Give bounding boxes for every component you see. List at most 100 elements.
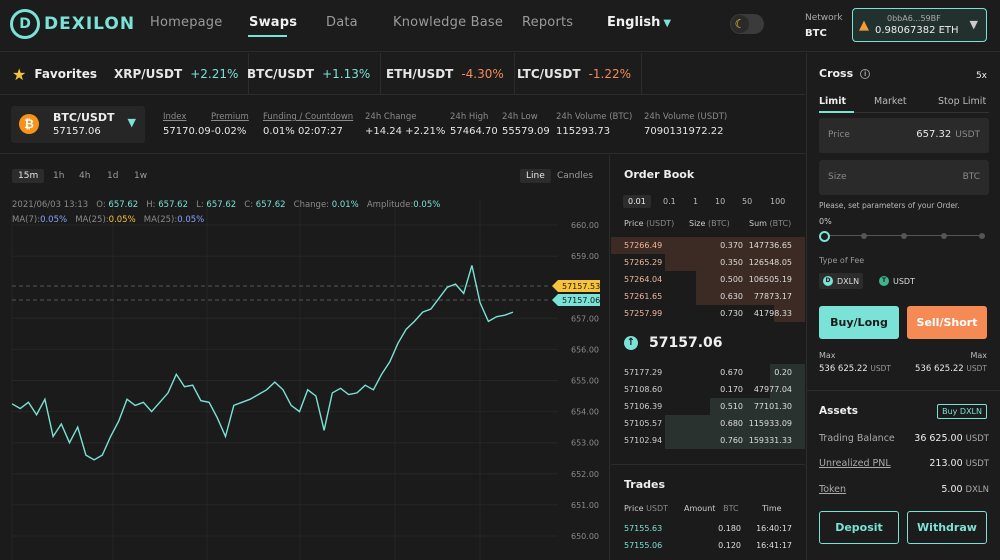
stat-label-index[interactable]: Index [163, 112, 187, 122]
header-unit: BTC [723, 504, 739, 513]
wallet-button[interactable]: ▲ 0bbA6...59BF 0.98067382 ETH ▼ [852, 8, 987, 42]
ma-label: MA(7): [12, 215, 41, 225]
bid-row[interactable]: 57105.57 0.680 115933.09 [611, 415, 805, 432]
deposit-button[interactable]: Deposit [819, 511, 899, 544]
stat-label-24h-change: 24h Change [365, 112, 417, 122]
ob-header-sum: Sum (BTC) [749, 219, 791, 228]
order-hint: Please, set parameters of your Order. [819, 201, 960, 210]
y-tick-label: 650.00 [571, 532, 599, 541]
pair-selector[interactable]: ₿ BTC/USDT 57157.06 ▼ [11, 106, 145, 143]
leverage-selector[interactable]: 5x [975, 71, 987, 81]
ask-row[interactable]: 57266.49 0.370 147736.65 [611, 237, 805, 254]
timeframe-1h[interactable]: 1h [53, 171, 65, 181]
bid-size: 0.680 [720, 419, 743, 428]
trades-header-time: Time [762, 504, 782, 513]
stat-label-premium[interactable]: Premium [211, 112, 249, 122]
fee-option-usdt[interactable]: T USDT [875, 273, 919, 289]
precision-10[interactable]: 10 [715, 197, 726, 206]
precision-50[interactable]: 50 [742, 197, 753, 206]
sell-short-button[interactable]: Sell/Short [907, 306, 987, 339]
nav-swaps[interactable]: Swaps [249, 15, 298, 30]
logo[interactable]: D DEXILON [10, 9, 135, 39]
ask-row[interactable]: 57264.04 0.500 106505.19 [611, 271, 805, 288]
mid-price: ↑ 57157.06 [624, 335, 723, 351]
depth-bar [696, 288, 805, 305]
bid-size: 0.670 [720, 368, 743, 377]
header-text: Price [624, 504, 644, 513]
chart-type-candles[interactable]: Candles [557, 171, 593, 181]
ask-size: 0.630 [720, 292, 743, 301]
trade-time: 16:40:17 [756, 524, 792, 533]
price-input[interactable]: Price 657.32 USDT [819, 118, 989, 153]
ask-sum: 77873.17 [753, 292, 792, 301]
max-unit: USDT [870, 364, 891, 373]
chart-type-line[interactable]: Line [520, 169, 551, 183]
price-tag-value: 57157.53 [562, 282, 600, 291]
tab-limit[interactable]: Limit [819, 96, 847, 107]
timeframe-4h[interactable]: 4h [79, 171, 91, 181]
bid-row[interactable]: 57102.94 0.760 159331.33 [611, 432, 805, 449]
size-input[interactable]: Size BTC [819, 160, 989, 195]
info-icon[interactable]: i [860, 69, 871, 79]
favorites-label: Favorites [34, 67, 98, 81]
asset-label-link[interactable]: Token [819, 484, 847, 495]
tab-market[interactable]: Market [874, 96, 907, 107]
y-tick-label: 657.00 [571, 314, 599, 323]
ask-row[interactable]: 57265.29 0.350 126548.05 [611, 254, 805, 271]
precision-100[interactable]: 100 [770, 197, 786, 206]
favorite-pair-eth[interactable]: ETH/USDT -4.30% [376, 53, 515, 95]
bid-row[interactable]: 57108.60 0.170 47977.04 [611, 381, 805, 398]
slider-step [979, 233, 985, 239]
star-icon: ★ [12, 64, 27, 84]
buy-dxln-button[interactable]: Buy DXLN [937, 404, 987, 419]
fee-option-dxln[interactable]: D DXLN [819, 273, 864, 289]
timeframe-1d[interactable]: 1d [107, 171, 119, 181]
depth-bar [611, 237, 805, 254]
max-value: 536 625.22 [915, 364, 964, 374]
price-chart-panel: 660.00 659.00 657.00 656.00 655.00 654.00 653.… [0, 155, 610, 560]
precision-0.1[interactable]: 0.1 [663, 197, 676, 206]
ask-price: 57261.65 [624, 292, 663, 301]
moon-icon: ☾ [731, 15, 749, 33]
size-slider[interactable] [819, 231, 987, 242]
tab-stop-limit[interactable]: Stop Limit [938, 96, 987, 107]
language-selector[interactable]: English ▼ [607, 15, 671, 30]
margin-mode-label: Cross [819, 67, 854, 80]
timeframe-1w[interactable]: 1w [134, 171, 148, 181]
ask-row[interactable]: 57257.99 0.730 41798.33 [611, 305, 805, 322]
asset-label-link[interactable]: Unrealized PNL [819, 458, 891, 469]
stat-label-24h-volume-usdt: 24h Volume (USDT) [644, 112, 728, 122]
price-chart[interactable]: 660.00 659.00 657.00 656.00 655.00 654.00 653.… [0, 155, 609, 560]
slider-thumb[interactable] [819, 231, 830, 242]
network-info: Network BTC [805, 12, 843, 40]
favorite-pair-xrp[interactable]: XRP/USDT +2.21% [104, 53, 250, 95]
active-tab-indicator [819, 111, 854, 113]
stat-value-24h-volume-btc: 115293.73 [556, 126, 611, 137]
nav-homepage[interactable]: Homepage [150, 15, 223, 30]
favorite-pair-ltc[interactable]: LTC/USDT -1.22% [507, 53, 643, 95]
ohlc-amplitude: 0.05% [413, 200, 441, 210]
arrow-up-icon: ↑ [624, 336, 638, 350]
bid-row[interactable]: 57177.29 0.670 0.20 [611, 364, 805, 381]
timeframe-15m[interactable]: 15m [12, 169, 45, 183]
bid-row[interactable]: 57106.39 0.510 77101.30 [611, 398, 805, 415]
theme-toggle[interactable]: ☾ [730, 14, 764, 34]
precision-0.01[interactable]: 0.01 [623, 195, 651, 208]
nav-data[interactable]: Data [326, 15, 358, 30]
ask-row[interactable]: 57261.65 0.630 77873.17 [611, 288, 805, 305]
network-value: BTC [805, 28, 827, 39]
depth-bar [770, 381, 805, 398]
margin-mode[interactable]: Cross i [819, 67, 871, 80]
asset-amount: 5.00 [941, 484, 963, 495]
favorite-pair-name: BTC/USDT [247, 67, 315, 81]
tab-divider [819, 112, 989, 113]
buy-long-button[interactable]: Buy/Long [819, 306, 899, 339]
favorite-pair-btc[interactable]: BTC/USDT +1.13% [237, 53, 382, 95]
stat-label-funding[interactable]: Funding / Countdown [263, 112, 354, 122]
active-nav-indicator [248, 35, 287, 37]
withdraw-button[interactable]: Withdraw [907, 511, 987, 544]
nav-knowledge-base[interactable]: Knowledge Base [393, 15, 504, 30]
nav-reports[interactable]: Reports [522, 15, 574, 30]
precision-1[interactable]: 1 [693, 197, 699, 206]
y-tick-label: 655.00 [571, 377, 599, 386]
